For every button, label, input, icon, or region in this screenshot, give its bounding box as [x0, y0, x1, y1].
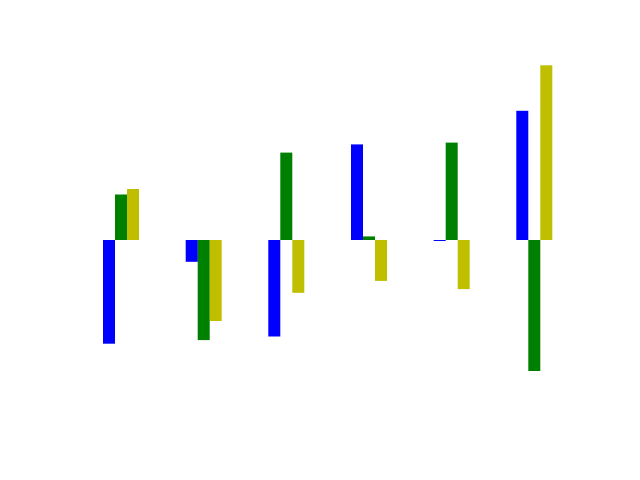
bar-series1-cat2: [185, 240, 198, 262]
bar-series3-cat1: [127, 189, 139, 240]
bar-series2-cat2: [197, 240, 210, 341]
bar-series1-cat4: [351, 144, 363, 240]
bar-series1-cat1: [103, 240, 115, 344]
bar-series2-cat4: [363, 236, 375, 240]
bar-series3-cat4: [375, 240, 387, 281]
bar-series3-cat2: [209, 240, 222, 321]
bar-series1-cat5: [433, 240, 446, 241]
bar-series1-cat3: [268, 240, 281, 337]
bar-series3-cat5: [457, 240, 470, 290]
bar-series3-cat3: [292, 240, 305, 293]
bar-series2-cat1: [115, 194, 127, 240]
bar-series2-cat3: [280, 152, 293, 240]
bar-series3-cat6: [540, 65, 553, 240]
bar-series2-cat5: [445, 142, 458, 240]
bar-series2-cat6: [528, 240, 541, 371]
plot-area: [103, 65, 553, 371]
bar-series1-cat6: [516, 110, 529, 240]
